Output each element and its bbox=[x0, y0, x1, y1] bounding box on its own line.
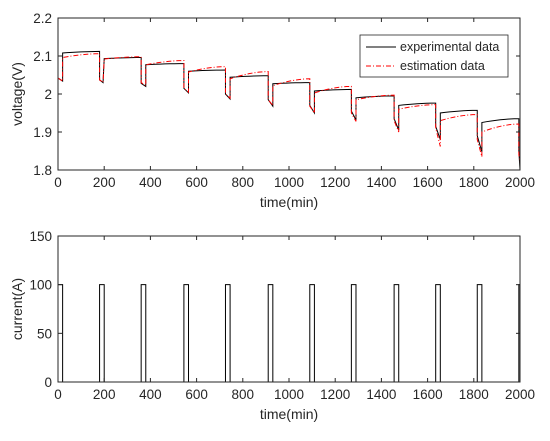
voltage-x-tick-label: 200 bbox=[93, 175, 116, 190]
voltage-x-tick-label: 400 bbox=[139, 175, 162, 190]
voltage-y-tick-label: 1.8 bbox=[33, 163, 52, 178]
voltage-y-tick-label: 2 bbox=[44, 87, 52, 102]
current-x-ticks: 0 200 400 600 800 1000 1200 1400 1600 1800 2000 bbox=[54, 236, 535, 402]
current-y-ticks: 0 50 100 150 bbox=[29, 229, 520, 390]
voltage-chart: 0 200 400 600 800 1000 1200 1400 1600 1800 2000 1.… bbox=[9, 11, 535, 210]
current-x-tick-label: 200 bbox=[93, 387, 116, 402]
voltage-x-tick-label: 0 bbox=[54, 175, 62, 190]
current-y-tick-label: 0 bbox=[44, 375, 52, 390]
current-y-tick-label: 100 bbox=[29, 278, 52, 293]
current-x-tick-label: 1400 bbox=[366, 387, 396, 402]
voltage-x-tick-label: 600 bbox=[185, 175, 208, 190]
voltage-x-tick-label: 800 bbox=[232, 175, 255, 190]
current-x-tick-label: 0 bbox=[54, 387, 62, 402]
voltage-x-tick-label: 1400 bbox=[366, 175, 396, 190]
current-line bbox=[58, 284, 520, 383]
voltage-x-tick-label: 1000 bbox=[274, 175, 304, 190]
voltage-series-group bbox=[57, 50, 521, 171]
current-x-tick-label: 2000 bbox=[505, 387, 535, 402]
current-series-group bbox=[58, 284, 520, 383]
voltage-y-tick-label: 2.1 bbox=[33, 49, 52, 64]
voltage-y-tick-label: 1.9 bbox=[33, 125, 52, 140]
current-x-tick-label: 800 bbox=[232, 387, 255, 402]
current-x-axis-label: time(min) bbox=[260, 406, 318, 422]
voltage-y-axis-label: voltage(V) bbox=[9, 62, 25, 126]
current-x-tick-label: 600 bbox=[185, 387, 208, 402]
legend: experimental data estimation data bbox=[359, 34, 509, 78]
current-x-tick-label: 1800 bbox=[459, 387, 489, 402]
voltage-x-tick-label: 2000 bbox=[505, 175, 535, 190]
voltage-y-tick-label: 2.2 bbox=[33, 11, 52, 26]
voltage-x-ticks: 0 200 400 600 800 1000 1200 1400 1600 1800 2000 bbox=[54, 18, 535, 190]
legend-box bbox=[359, 34, 509, 78]
current-plot-frame bbox=[57, 235, 521, 383]
voltage-x-tick-label: 1600 bbox=[413, 175, 443, 190]
current-y-axis-label: current(A) bbox=[9, 278, 25, 340]
current-x-tick-label: 1000 bbox=[274, 387, 304, 402]
voltage-x-tick-label: 1800 bbox=[459, 175, 489, 190]
current-x-tick-label: 400 bbox=[139, 387, 162, 402]
current-x-tick-label: 1600 bbox=[413, 387, 443, 402]
legend-label-estimation: estimation data bbox=[400, 59, 485, 73]
estimation-data-line bbox=[57, 53, 521, 163]
voltage-y-ticks: 1.8 1.9 2 2.1 2.2 bbox=[33, 11, 520, 178]
voltage-x-axis-label: time(min) bbox=[260, 194, 318, 210]
current-y-tick-label: 150 bbox=[29, 229, 52, 244]
legend-label-experimental: experimental data bbox=[400, 40, 499, 54]
current-y-tick-label: 50 bbox=[37, 326, 52, 341]
experimental-data-line bbox=[57, 50, 521, 171]
voltage-x-tick-label: 1200 bbox=[320, 175, 350, 190]
current-x-tick-label: 1200 bbox=[320, 387, 350, 402]
current-chart: 0 200 400 600 800 1000 1200 1400 1600 1800 2000 0 5… bbox=[9, 229, 535, 422]
